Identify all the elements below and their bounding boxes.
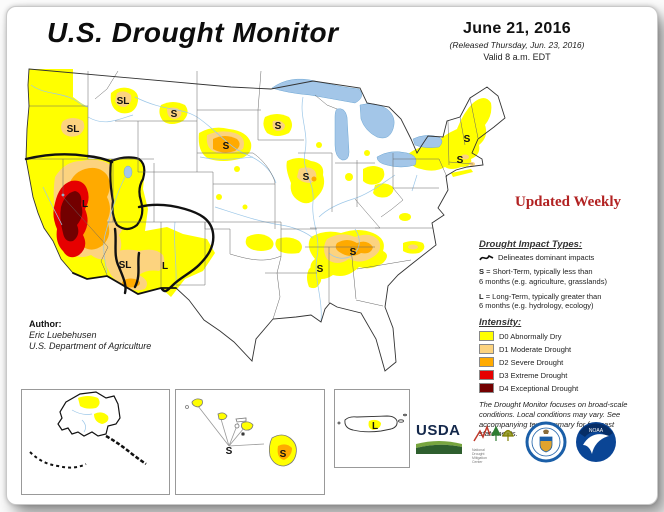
noaa-logo-text: NOAA <box>589 428 604 434</box>
updated-weekly-note: Updated Weekly <box>515 194 621 210</box>
puerto-rico-d0-area <box>368 419 381 430</box>
ndmc-text-line: Drought <box>472 452 485 457</box>
hawaii-leader-lines <box>197 405 265 447</box>
alaska-body <box>57 391 121 437</box>
intensity-swatch <box>479 370 494 380</box>
impact-line-icon <box>479 254 494 260</box>
impact-label-s: S <box>280 449 287 460</box>
delineates-label: Delineates dominant impacts <box>498 253 595 262</box>
alaska-inset <box>21 389 170 495</box>
impact-label-s: S <box>303 172 310 183</box>
impact-label-l: L <box>162 261 168 272</box>
intensity-label: D2 Severe Drought <box>499 357 564 367</box>
intensity-item: D3 Extreme Drought <box>479 370 651 380</box>
puerto-rico-inset: L <box>334 389 410 468</box>
intensity-item: D0 Abnormally Dry <box>479 331 651 341</box>
intensity-item: D1 Moderate Drought <box>479 344 651 354</box>
impact-label-s: S <box>171 109 178 120</box>
impact-label-sl: SL <box>67 124 80 135</box>
noaa-logo-icon: NOAA <box>576 422 616 462</box>
delineates-row: Delineates dominant impacts <box>479 253 651 262</box>
noaa-logo: NOAA <box>575 421 617 463</box>
impact-label-l: L <box>372 421 378 432</box>
aleutian-islands <box>29 451 87 469</box>
author-heading: Author: <box>29 319 62 329</box>
intensity-legend: D0 Abnormally Dry D1 Moderate Drought D2 S… <box>479 331 651 393</box>
ndmc-logo: National Drought Mitigation Center <box>472 421 518 464</box>
usda-swoosh <box>416 441 462 454</box>
author-block: Author: Eric Luebehusen U.S. Department … <box>29 319 239 351</box>
impact-label-s: S <box>464 134 471 145</box>
intensity-swatch <box>479 383 494 393</box>
long-term-definition: L = Long-Term, typically greater than 6 … <box>479 291 602 311</box>
short-term-definition: S = Short-Term, typically less than 6 mo… <box>479 267 607 286</box>
hawaii-islands <box>185 398 297 467</box>
valid-time: Valid 8 a.m. EDT <box>483 52 551 62</box>
alaska-rivers <box>71 409 93 433</box>
page-title: U.S. Drought Monitor <box>47 17 339 48</box>
alaska-d0-areas <box>78 396 109 424</box>
impact-label-s: S <box>275 121 282 132</box>
impact-label-s: S <box>226 446 233 457</box>
great-salt-lake <box>123 165 133 179</box>
utah-yellow-pocket <box>109 156 146 231</box>
drought-monitor-page: U.S. Drought Monitor June 21, 2016 (Rele… <box>6 6 658 505</box>
usda-logo-text: USDA <box>416 422 461 439</box>
intensity-item: D4 Exceptional Drought <box>479 383 651 393</box>
impact-types-heading: Drought Impact Types: <box>479 239 583 250</box>
commerce-seal <box>525 421 567 463</box>
rivers <box>30 84 418 322</box>
intensity-swatch <box>479 357 494 367</box>
ndmc-text-line: Center <box>472 460 483 465</box>
date-block: June 21, 2016 (Released Thursday, Jun. 2… <box>399 20 635 62</box>
alaska-map <box>29 391 147 469</box>
intensity-heading: Intensity: <box>479 317 522 328</box>
ndmc-trees-icon <box>473 424 514 442</box>
usda-logo: USDA <box>416 423 464 454</box>
impact-label-s: S <box>457 155 464 166</box>
intensity-label: D4 Exceptional Drought <box>499 383 579 393</box>
impact-label-s: S <box>223 141 230 152</box>
great-lakes <box>271 78 443 168</box>
intensity-item: D2 Severe Drought <box>479 357 651 367</box>
commerce-seal-icon <box>525 421 567 463</box>
impact-boundary-contour <box>24 153 215 295</box>
state-borders <box>26 70 479 320</box>
legend-panel: Drought Impact Types: Delineates dominan… <box>479 239 651 439</box>
map-date: June 21, 2016 <box>463 20 571 37</box>
puerto-rico-map: L <box>337 413 407 433</box>
us-outline <box>26 69 505 371</box>
conus-map: SL SL S S S S L SL L S S S S <box>15 57 515 397</box>
intensity-swatch <box>479 331 494 341</box>
intensity-label: D0 Abnormally Dry <box>499 331 562 341</box>
intensity-label: D1 Moderate Drought <box>499 344 572 354</box>
ndmc-logo-text: National Drought Mitigation Center <box>472 448 518 464</box>
agency-logos: USDA National Drought Mitigation Center <box>412 417 647 477</box>
impact-label-s: S <box>317 264 324 275</box>
d4-exceptional-drought-area <box>60 191 83 242</box>
impact-label-s: S <box>350 247 357 258</box>
ndmc-text-line: Mitigation <box>472 456 487 461</box>
author-org: U.S. Department of Agriculture <box>29 341 152 351</box>
ndmc-text-line: National <box>472 448 485 452</box>
impact-label-sl: SL <box>119 260 132 271</box>
outlying-islands <box>337 413 407 425</box>
intensity-label: D3 Extreme Drought <box>499 370 568 380</box>
alaska-panhandle <box>105 434 147 466</box>
author-name: Eric Luebehusen <box>29 330 97 340</box>
intensity-swatch <box>479 344 494 354</box>
impact-label-sl: SL <box>117 96 130 107</box>
impact-label-l: L <box>82 199 88 210</box>
released-date: (Released Thursday, Jun. 23, 2016) <box>449 40 585 50</box>
